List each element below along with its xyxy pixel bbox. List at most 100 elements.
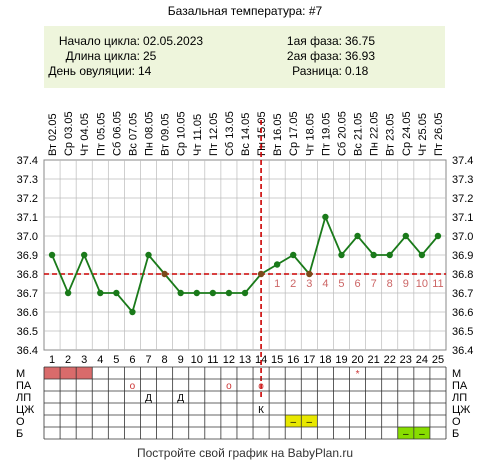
symptom-row-label-left: ПА	[16, 380, 32, 392]
temperature-point	[209, 289, 217, 297]
date-tick-label: Вт 02.05	[47, 113, 59, 156]
temperature-point	[129, 308, 136, 316]
cervical-fluid-cell	[285, 415, 302, 427]
temperature-point	[338, 251, 345, 259]
temperature-point	[113, 289, 120, 297]
day-number-label: 16	[287, 354, 299, 366]
date-tick-label: Чт 11.05	[192, 114, 204, 156]
post-ovulation-day-number: 6	[354, 278, 360, 290]
b-marker-cell	[397, 427, 414, 439]
post-ovulation-day-number: 1	[274, 278, 280, 290]
y-tick-label-right: 36.7	[452, 288, 473, 300]
length-label: Длина цикла:	[66, 49, 140, 63]
symptom-symbol: –	[403, 429, 409, 440]
y-tick-label-right: 36.6	[452, 307, 473, 319]
symptom-row-label-right: М	[452, 368, 461, 380]
day-number-label: 6	[129, 354, 135, 366]
y-tick-label-right: 36.5	[452, 326, 473, 338]
date-tick-label: Пн 08.05	[144, 111, 156, 156]
temperature-point	[64, 289, 72, 297]
day-number-label: 22	[384, 354, 396, 366]
day-number-label: 2	[65, 354, 71, 366]
date-tick-label: Пт 12.05	[208, 112, 220, 156]
symptom-row-label-right: О	[452, 416, 461, 428]
y-tick-label-left: 36.5	[17, 326, 38, 338]
length-value: 25	[143, 49, 157, 63]
symptom-symbol: –	[419, 429, 425, 440]
date-tick-label: Пт 05.05	[95, 112, 107, 156]
symptom-row-label-right: ЛП	[452, 392, 467, 404]
date-tick-label: Вс 14.05	[240, 113, 252, 156]
day-number-label: 20	[351, 354, 363, 366]
temperature-point	[273, 261, 281, 268]
menstruation-cell	[76, 367, 93, 379]
temperature-point	[97, 289, 104, 297]
temperature-line	[51, 214, 439, 314]
temperature-point	[402, 232, 409, 240]
phase1-value: 36.75	[345, 34, 375, 48]
footer-text: Постройте свой график на BabyPlan.ru	[137, 446, 353, 460]
temperature-point	[322, 213, 329, 221]
y-tick-label-left: 36.7	[17, 288, 38, 300]
ovulation-label: День овуляции:	[48, 64, 135, 78]
cycle-info-panel: Начало цикла: 02.05.2023 Длина цикла: 25…	[44, 26, 445, 88]
post-ovulation-day-number: 8	[387, 278, 393, 290]
phase2-label: 2ая фаза:	[287, 49, 342, 63]
post-ovulation-day-number: 7	[371, 278, 377, 290]
y-tick-label-left: 36.9	[17, 250, 38, 262]
date-tick-label: Пт 26.05	[433, 112, 445, 156]
post-ovulation-day-number: 11	[432, 278, 443, 290]
y-tick-label-left: 36.6	[17, 307, 38, 319]
phase1-label: 1ая фаза:	[287, 34, 342, 48]
start-value: 02.05.2023	[143, 34, 203, 48]
temperature-point	[290, 251, 297, 259]
date-tick-label: Пн 15.05	[256, 111, 268, 156]
day-number-label: 4	[97, 354, 103, 366]
symptom-row-label-left: М	[16, 368, 25, 380]
symptom-row-label-right: ПА	[452, 380, 468, 392]
post-ovulation-day-number: 10	[416, 278, 428, 290]
date-tick-label: Пт 19.05	[320, 112, 332, 156]
day-number-label: 24	[416, 354, 428, 366]
symptom-row-label-right: Б	[452, 428, 459, 440]
post-ovulation-day-number: 3	[306, 278, 312, 290]
symptom-symbol: –	[307, 417, 313, 428]
symptom-symbol: К	[258, 405, 264, 416]
start-label: Начало цикла:	[59, 34, 140, 48]
day-number-label: 23	[400, 354, 412, 366]
post-ovulation-day-number: 5	[338, 278, 344, 290]
symptom-row-label-left: ЛП	[16, 392, 31, 404]
symptom-symbol: o	[130, 381, 136, 392]
day-number-label: 13	[239, 354, 251, 366]
date-tick-label: Сб 20.05	[336, 111, 348, 156]
post-ovulation-day-number: 2	[290, 278, 296, 290]
temperature-point	[145, 251, 152, 259]
symptom-symbol: o	[258, 381, 264, 392]
y-tick-label-right: 37.3	[452, 174, 473, 186]
date-tick-label: Чт 18.05	[304, 113, 316, 156]
date-tick-label: Вс 21.05	[353, 113, 365, 156]
post-ovulation-day-number: 9	[403, 278, 409, 290]
date-tick-label: Сб 13.05	[224, 111, 236, 156]
y-tick-label-right: 36.4	[452, 345, 473, 357]
y-tick-label-right: 36.8	[452, 269, 473, 281]
symptom-row-label-left: О	[16, 416, 25, 428]
date-tick-label: Пн 22.05	[369, 111, 381, 156]
y-tick-label-left: 36.4	[17, 345, 38, 357]
y-tick-label-left: 37.2	[17, 193, 38, 205]
y-tick-label-right: 37.4	[452, 155, 473, 167]
temperature-point	[48, 251, 56, 259]
symptom-symbol: Д	[177, 393, 184, 404]
y-tick-label-left: 37.1	[17, 212, 38, 224]
diff-value: 0.18	[345, 64, 369, 78]
date-tick-label: Вс 07.05	[127, 113, 139, 156]
date-tick-label: Вт 09.05	[160, 113, 172, 156]
day-number-label: 10	[191, 354, 203, 366]
symptom-symbol: –	[290, 417, 296, 428]
date-tick-label: Вт 23.05	[385, 113, 397, 156]
day-number-label: 7	[145, 354, 151, 366]
date-tick-label: Чт 04.05	[79, 113, 91, 156]
temperature-point	[257, 270, 265, 278]
date-tick-label: Вт 16.05	[272, 113, 284, 156]
